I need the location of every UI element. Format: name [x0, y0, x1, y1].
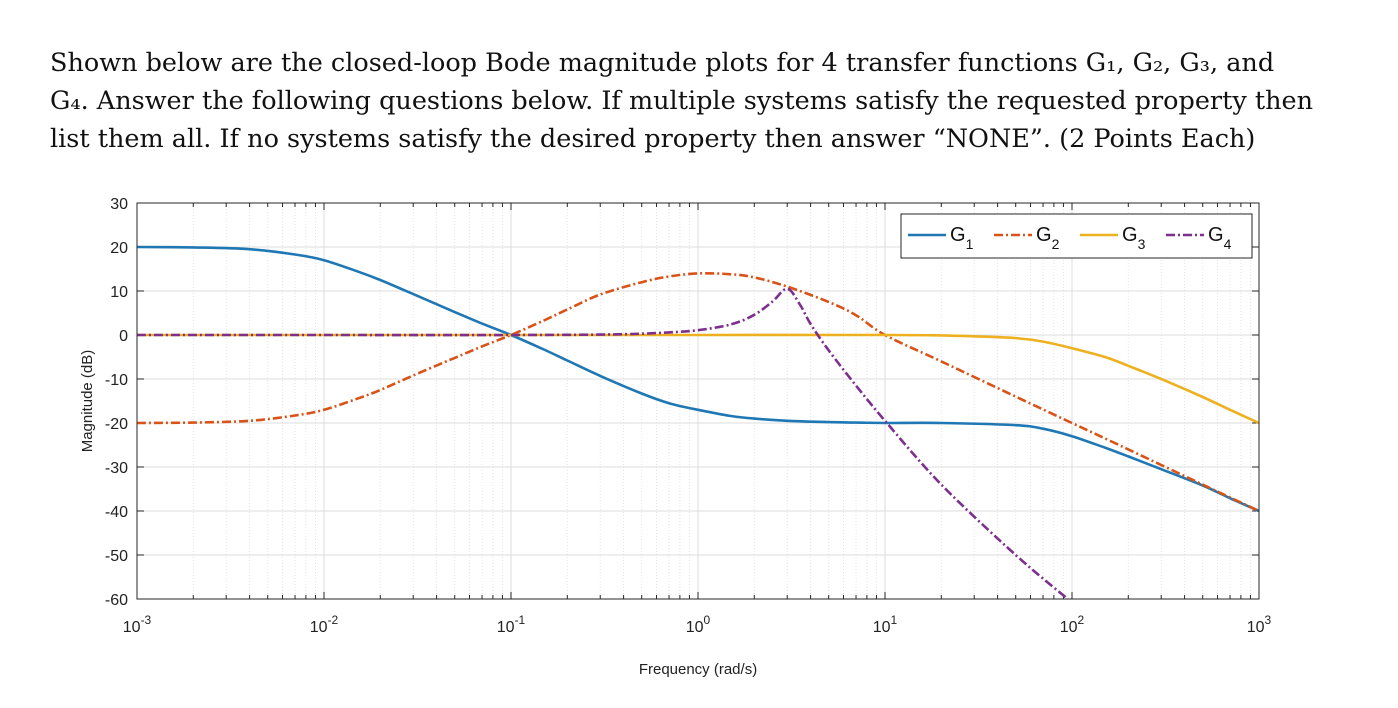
plot-frame [136, 202, 1260, 600]
x-tick-label: 102 [1060, 613, 1085, 636]
x-tick-label: 10-2 [310, 613, 339, 636]
y-tick-label: -20 [105, 416, 128, 433]
series-line-g4 [137, 287, 1069, 600]
y-tick-label: -10 [105, 372, 128, 389]
y-tick-label: 20 [110, 240, 128, 257]
x-tick-label: 100 [686, 613, 711, 636]
x-tick-label: 101 [873, 613, 898, 636]
problem-line-2: G₄. Answer the following questions below… [50, 86, 1314, 116]
problem-statement: Shown below are the closed-loop Bode mag… [50, 44, 1350, 158]
major-grid [137, 203, 1259, 599]
x-tick-labels: 10-3 10-2 10-1 100 101 102 103 [123, 613, 1272, 636]
legend-label-g2: G2 [1036, 224, 1060, 252]
legend-label-g3: G3 [1122, 224, 1146, 252]
y-tick-label: 10 [110, 284, 128, 301]
y-tick-label: -40 [105, 504, 128, 521]
axis-ticks [136, 202, 1260, 600]
problem-line-1: Shown below are the closed-loop Bode mag… [50, 48, 1275, 78]
y-tick-label: 30 [110, 196, 128, 213]
y-tick-labels: 30 20 10 0 -10 -20 -30 -40 -50 -60 [105, 196, 128, 609]
series-lines [136, 245, 1260, 600]
series-line-g1 [136, 245, 1260, 513]
y-tick-label: -60 [105, 592, 128, 609]
legend-label-g1: G1 [950, 224, 974, 252]
problem-line-3: list them all. If no systems satisfy the… [50, 124, 1256, 154]
y-tick-label: -30 [105, 460, 128, 477]
y-tick-label: -50 [105, 548, 128, 565]
x-axis-title: Frequency (rad/s) [639, 661, 757, 678]
legend: G1 G2 G3 G4 [900, 213, 1253, 259]
series-line-g2 [136, 271, 1260, 513]
minor-grid [192, 203, 1251, 599]
x-tick-label: 103 [1247, 613, 1272, 636]
y-tick-label: 0 [119, 328, 128, 345]
legend-box [900, 213, 1253, 259]
x-tick-label: 10-3 [123, 613, 152, 636]
legend-label-g4: G4 [1208, 224, 1232, 252]
y-axis-title: Magnitude (dB) [79, 350, 96, 453]
x-tick-label: 10-1 [497, 613, 526, 636]
